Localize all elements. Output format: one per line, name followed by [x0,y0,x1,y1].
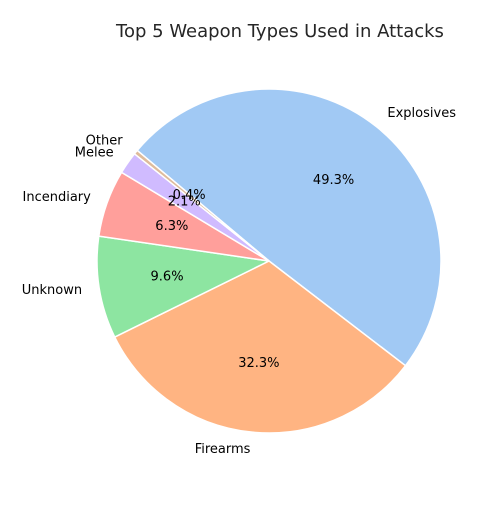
percentage-label-explosives: 49.3% [313,173,354,188]
percentage-label-unknown: 9.6% [151,270,184,285]
slice-unknown [96,235,270,338]
percentage-label-firearms: 32.3% [238,356,279,371]
category-label-explosives: Explosives [387,106,456,121]
percentage-label-incendiary: 6.3% [155,219,188,234]
category-label-unknown: Unknown [22,283,82,298]
percentage-label-other: 0.4% [173,188,206,203]
pie-slices [96,88,442,434]
slice-explosives [136,88,442,367]
category-label-incendiary: Incendiary [23,190,92,205]
category-labels: Explosives Firearms Unknown Incendiary Melee… [22,106,456,457]
slice-firearms [113,260,407,434]
slice-other [133,149,270,262]
category-label-firearms: Firearms [195,442,251,457]
chart-title: Top 5 Weapon Types Used in Attacks [115,21,444,42]
percentage-label-melee: 2.1% [168,195,201,210]
category-label-other: Other [86,134,124,149]
percentage-labels: 49.3% 32.3% 9.6% 6.3% 2.1%0.4% [151,173,355,371]
category-label-melee: Melee [75,146,114,161]
